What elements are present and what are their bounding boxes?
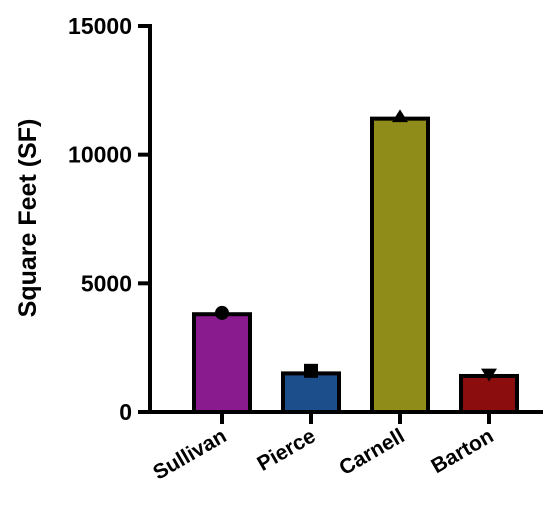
y-tick-label: 15000 bbox=[68, 13, 132, 39]
bar-sullivan bbox=[192, 312, 252, 415]
y-axis-title: Square Feet (SF) bbox=[14, 119, 42, 318]
marker-pierce bbox=[304, 363, 318, 378]
axes-layer: 0 5000 10000 15000 Sullivan Pierce Carnell Bart… bbox=[68, 13, 543, 485]
marker-sullivan bbox=[215, 305, 229, 320]
marker-carnell bbox=[392, 109, 408, 123]
y-tick-label: 5000 bbox=[81, 270, 132, 296]
bar-pierce bbox=[281, 371, 341, 414]
x-tick-label-carnell: Carnell bbox=[335, 424, 408, 480]
bars-layer bbox=[192, 109, 519, 415]
marker-barton bbox=[481, 368, 497, 382]
x-tick-label-sullivan: Sullivan bbox=[149, 424, 230, 484]
bar-carnell bbox=[370, 116, 430, 414]
y-tick-label: 0 bbox=[119, 399, 132, 425]
x-tick-label-pierce: Pierce bbox=[253, 424, 319, 475]
y-tick-label: 10000 bbox=[68, 142, 132, 168]
x-tick-label-barton: Barton bbox=[427, 424, 497, 478]
